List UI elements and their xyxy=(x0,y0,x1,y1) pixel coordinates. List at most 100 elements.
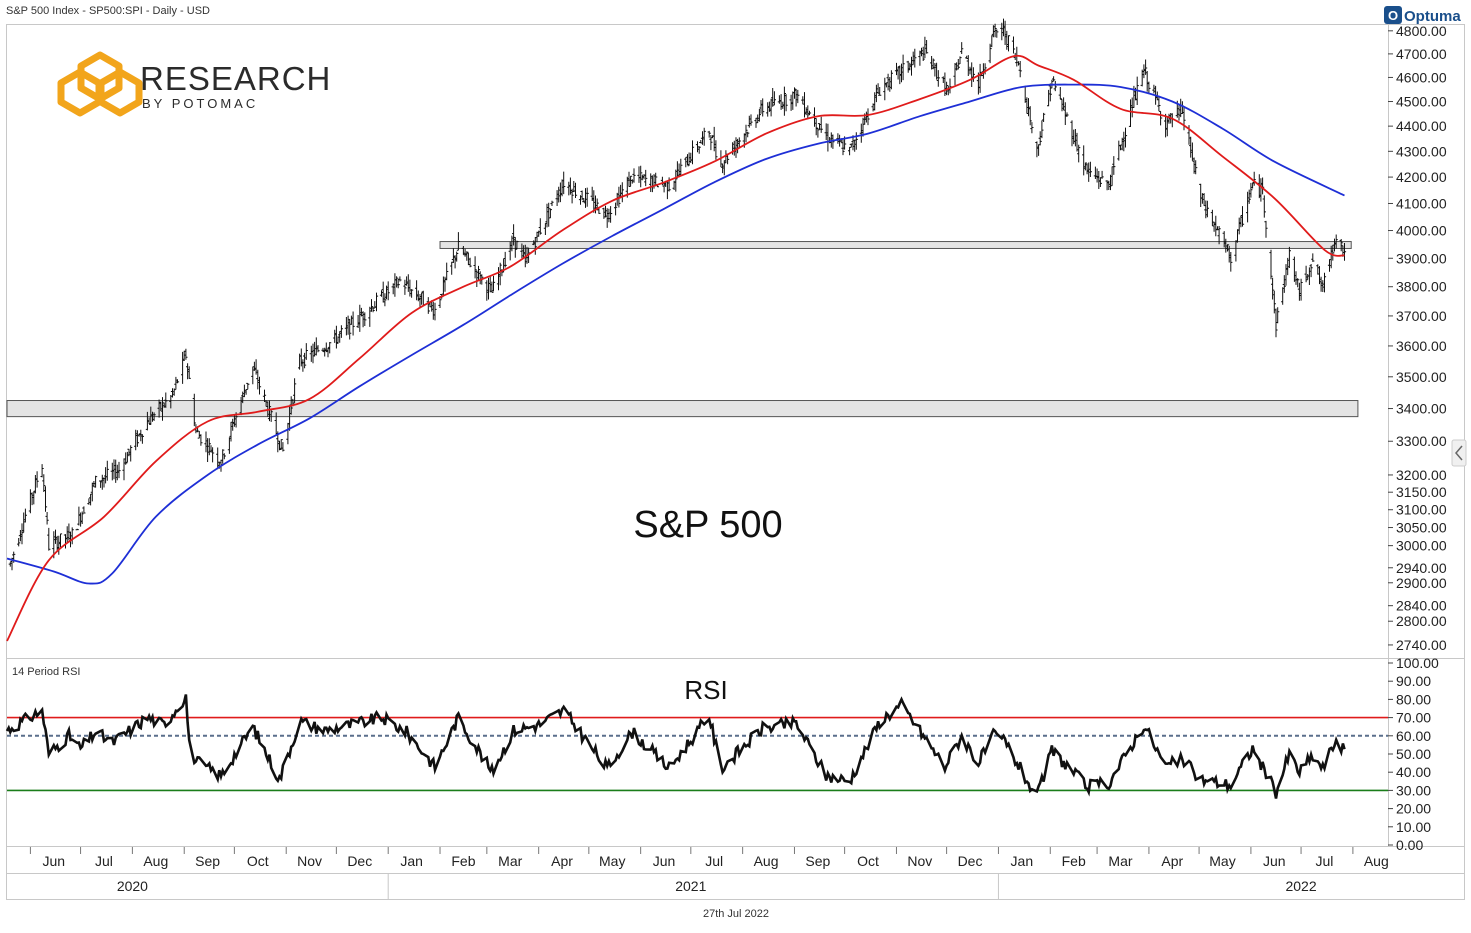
price-bar xyxy=(777,95,781,104)
rsi-levels xyxy=(7,716,1388,792)
price-bar xyxy=(948,78,952,94)
price-bar xyxy=(1200,193,1204,204)
price-bar xyxy=(33,475,37,494)
month-label: Jul xyxy=(95,853,113,869)
ma-short-line xyxy=(6,54,1345,642)
price-bar xyxy=(614,202,618,216)
price-bar xyxy=(82,506,86,514)
price-bar xyxy=(841,139,845,156)
price-bar xyxy=(1088,161,1092,177)
price-tick-label: 2740.00 xyxy=(1396,637,1447,653)
price-bar xyxy=(1274,308,1278,338)
price-bar xyxy=(1082,145,1086,176)
price-bar xyxy=(379,290,384,297)
price-bar xyxy=(627,171,631,187)
rsi-tick-label: 30.00 xyxy=(1396,782,1431,798)
price-bar xyxy=(1023,85,1027,103)
price-bar xyxy=(573,182,578,198)
price-bar xyxy=(1199,183,1203,207)
optuma-mark-icon xyxy=(1384,6,1402,24)
price-bar xyxy=(1038,131,1042,146)
price-bar xyxy=(1098,177,1102,187)
logo-title: RESEARCH xyxy=(140,60,331,97)
price-bar xyxy=(17,538,21,547)
price-bar xyxy=(351,311,355,336)
month-label: Oct xyxy=(857,853,879,869)
price-tick-label: 4200.00 xyxy=(1396,169,1447,185)
price-bar xyxy=(1271,277,1275,300)
rsi-tick-label: 90.00 xyxy=(1396,673,1431,689)
price-bar xyxy=(1296,278,1300,288)
price-bar xyxy=(262,389,267,402)
price-bar xyxy=(1040,120,1044,139)
price-bar xyxy=(933,63,937,77)
price-tick-label: 3600.00 xyxy=(1396,338,1447,354)
price-bar xyxy=(1011,36,1016,54)
scroll-handle[interactable] xyxy=(1451,439,1467,467)
price-bar xyxy=(468,257,472,268)
price-bar xyxy=(326,347,330,358)
rsi-tick-label: 100.00 xyxy=(1396,655,1439,671)
price-bar xyxy=(348,318,352,340)
price-bar xyxy=(1331,244,1335,261)
price-bar xyxy=(1063,102,1067,125)
support-zone-2 xyxy=(6,400,1359,418)
price-bar xyxy=(1190,142,1194,161)
price-bar xyxy=(486,277,491,300)
price-bar xyxy=(1214,215,1218,237)
price-bar xyxy=(384,285,389,299)
price-bar xyxy=(63,534,68,549)
price-bar xyxy=(1077,144,1081,163)
price-bar xyxy=(644,169,648,187)
price-bar xyxy=(515,240,519,250)
price-bar xyxy=(450,261,454,275)
price-bar xyxy=(135,430,139,447)
price-bar xyxy=(1205,200,1209,218)
price-bar xyxy=(814,118,818,136)
rsi-tick-label: 0.00 xyxy=(1396,837,1423,853)
price-bar xyxy=(766,102,770,117)
price-bar xyxy=(943,72,947,96)
price-bar xyxy=(344,317,348,336)
price-bar xyxy=(707,130,711,138)
price-bar xyxy=(222,453,226,460)
price-bar xyxy=(164,392,168,408)
price-bar xyxy=(1284,264,1288,286)
price-bar xyxy=(187,366,191,379)
price-bar xyxy=(1112,156,1116,175)
price-bar xyxy=(391,283,395,295)
price-bar xyxy=(1140,69,1144,87)
price-bar xyxy=(244,389,248,395)
price-bar xyxy=(309,345,313,362)
price-bar xyxy=(396,278,400,289)
price-bar xyxy=(257,376,262,395)
price-bar xyxy=(192,393,196,427)
price-bar xyxy=(1237,217,1241,235)
optuma-mark-letter: O xyxy=(1388,8,1398,23)
price-bar xyxy=(757,109,761,122)
rsi-tick-label: 40.00 xyxy=(1396,764,1431,780)
price-bar xyxy=(831,134,835,149)
price-bar xyxy=(1217,226,1221,245)
price-bar xyxy=(744,124,748,143)
price-bar xyxy=(445,262,449,281)
price-bar xyxy=(956,59,960,70)
price-bar xyxy=(1083,162,1087,171)
price-bar xyxy=(293,378,297,403)
month-label: Jul xyxy=(705,853,723,869)
price-bar xyxy=(269,409,273,422)
price-bar xyxy=(124,452,128,465)
price-bar xyxy=(1035,141,1039,158)
price-bar xyxy=(1339,239,1343,252)
price-bar xyxy=(1048,83,1052,102)
price-bar xyxy=(1128,99,1133,127)
price-bar xyxy=(1334,234,1338,249)
price-bar xyxy=(1047,89,1051,107)
price-bar xyxy=(1095,168,1099,183)
price-bar xyxy=(749,114,753,126)
month-label: Mar xyxy=(1108,853,1132,869)
price-bar xyxy=(374,292,379,312)
price-bar xyxy=(286,422,290,445)
price-bar xyxy=(807,110,812,116)
price-bar xyxy=(1016,61,1021,66)
